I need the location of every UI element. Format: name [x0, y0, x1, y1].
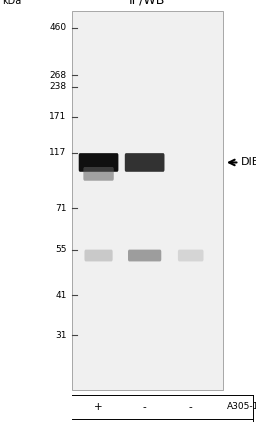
Text: -: - — [143, 402, 146, 412]
Text: 117: 117 — [49, 149, 67, 157]
Text: 268: 268 — [49, 70, 67, 80]
Text: DIEXF: DIEXF — [241, 157, 256, 168]
FancyBboxPatch shape — [79, 153, 118, 172]
Text: 71: 71 — [55, 203, 67, 213]
Bar — [72, 11, 223, 390]
FancyBboxPatch shape — [83, 167, 114, 181]
Text: 238: 238 — [49, 82, 67, 91]
Text: 171: 171 — [49, 112, 67, 122]
FancyBboxPatch shape — [178, 249, 204, 261]
Text: kDa: kDa — [3, 0, 22, 6]
Text: A305-122A: A305-122A — [227, 402, 256, 411]
Text: -: - — [189, 402, 193, 412]
Text: 31: 31 — [55, 331, 67, 340]
Text: 460: 460 — [49, 23, 67, 32]
FancyBboxPatch shape — [125, 153, 164, 172]
FancyBboxPatch shape — [128, 249, 161, 261]
Text: IP/WB: IP/WB — [129, 0, 165, 6]
Text: 41: 41 — [55, 291, 67, 300]
FancyBboxPatch shape — [84, 249, 113, 261]
Text: 55: 55 — [55, 245, 67, 254]
Text: +: + — [94, 402, 103, 412]
